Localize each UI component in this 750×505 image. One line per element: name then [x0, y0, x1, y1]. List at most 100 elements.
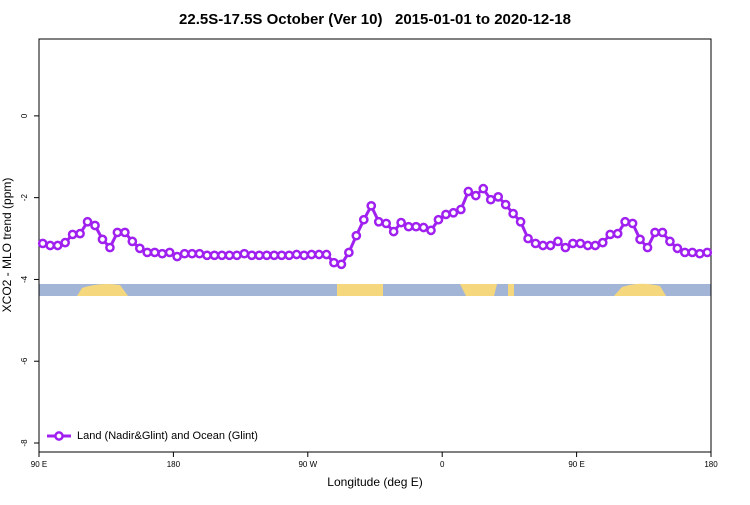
data-point	[493, 191, 504, 202]
data-point	[560, 242, 571, 253]
data-point	[75, 228, 85, 239]
data-point	[657, 227, 668, 238]
data-point	[157, 248, 168, 259]
surface-strip	[39, 283, 711, 296]
data-point	[470, 190, 481, 201]
data-point	[403, 221, 414, 232]
data-point	[37, 238, 48, 249]
data-point	[627, 218, 638, 229]
data-point	[246, 250, 257, 261]
data-point	[485, 194, 496, 205]
data-point	[508, 208, 518, 219]
data-point	[142, 247, 153, 258]
data-point	[239, 248, 250, 259]
data-point	[702, 247, 713, 258]
data-point	[187, 248, 197, 259]
data-point	[329, 257, 339, 268]
data-point	[120, 227, 130, 238]
data-point	[60, 237, 70, 248]
data-point	[269, 250, 280, 261]
y-tick-label: -2	[20, 194, 29, 202]
data-point	[597, 237, 608, 248]
data-point	[351, 230, 362, 241]
data-point	[530, 238, 541, 249]
data-point	[463, 186, 474, 197]
data-point	[545, 240, 556, 251]
data-point	[426, 225, 436, 236]
data-point	[456, 204, 466, 215]
data-point	[202, 250, 212, 261]
land-band	[614, 283, 666, 296]
data-point	[82, 216, 93, 227]
data-point	[620, 216, 630, 227]
data-point	[217, 250, 227, 261]
data-point	[515, 216, 526, 227]
data-point	[665, 236, 675, 247]
data-point	[553, 236, 563, 247]
data-point	[224, 250, 235, 261]
data-point	[568, 238, 578, 249]
y-axis-label: XCO2 - MLO trend (ppm)	[0, 178, 14, 313]
data-point	[306, 249, 317, 260]
data-point	[284, 250, 294, 261]
land-band	[337, 284, 383, 296]
data-point	[538, 240, 548, 251]
data-point	[67, 229, 78, 240]
data-point	[179, 248, 190, 259]
y-tick-label: -8	[20, 439, 29, 447]
land-band	[508, 284, 514, 296]
x-tick-label: 90 E	[31, 460, 47, 469]
data-point	[276, 250, 287, 261]
data-point	[336, 259, 347, 270]
data-point	[575, 238, 586, 249]
data-point	[127, 236, 138, 247]
data-point	[299, 250, 309, 261]
legend-marker	[54, 431, 64, 441]
data-point	[448, 207, 459, 218]
data-point	[149, 247, 160, 258]
data-point	[209, 250, 220, 261]
data-point	[105, 242, 115, 253]
data-point	[500, 199, 511, 210]
x-tick-label: 90 W	[298, 460, 317, 469]
x-tick-label: 0	[440, 460, 445, 469]
data-point	[291, 249, 302, 260]
data-point	[478, 183, 489, 194]
data-point	[366, 200, 377, 211]
data-point	[321, 249, 332, 260]
land-band	[77, 284, 128, 296]
data-point	[396, 217, 406, 228]
data-point	[418, 222, 429, 233]
chart-title: 22.5S-17.5S October (Ver 10) 2015-01-01 …	[179, 11, 571, 28]
data-point	[680, 247, 690, 258]
y-tick-label: -4	[20, 275, 29, 283]
data-point	[172, 251, 182, 262]
data-point	[52, 240, 63, 251]
x-axis-label: Longitude (deg E)	[327, 475, 422, 489]
x-tick-label: 180	[167, 460, 181, 469]
data-point	[411, 221, 421, 232]
data-point	[314, 249, 324, 260]
data-point	[358, 214, 369, 225]
land-band	[460, 284, 497, 296]
data-point	[672, 243, 683, 254]
data-point	[650, 227, 660, 238]
data-point	[45, 240, 56, 251]
data-point	[687, 247, 698, 258]
data-point	[635, 234, 645, 245]
x-tick-label: 90 E	[568, 460, 584, 469]
legend-label: Land (Nadir&Glint) and Ocean (Glint)	[77, 430, 258, 442]
data-point	[694, 248, 705, 259]
data-point	[605, 229, 616, 240]
data-point	[642, 242, 653, 253]
data-point	[134, 243, 145, 254]
data-point	[373, 216, 384, 227]
data-point	[254, 250, 265, 261]
data-point	[164, 247, 175, 258]
data-point	[433, 214, 444, 225]
data-point	[441, 209, 451, 220]
y-tick-label: 0	[20, 113, 29, 118]
data-point	[112, 227, 123, 238]
